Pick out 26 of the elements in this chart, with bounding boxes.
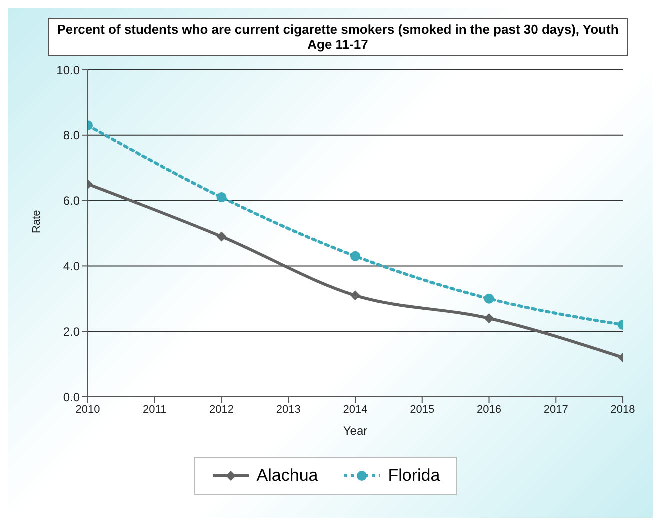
y-tick-label: 4.0 xyxy=(63,259,80,274)
chart-title: Percent of students who are current cigarette smokers (smoked in the past 30 days), Youth Age 11-17 xyxy=(48,18,628,56)
point xyxy=(484,294,494,304)
legend-label: Alachua xyxy=(256,466,318,486)
point xyxy=(350,290,360,301)
y-axis-title: Rate xyxy=(30,210,43,234)
x-tick-label: 2014 xyxy=(343,404,368,416)
y-tick-label: 8.0 xyxy=(63,128,80,143)
point xyxy=(350,251,360,262)
x-tick-label: 2016 xyxy=(477,404,502,416)
x-tick-label: 2013 xyxy=(276,404,301,416)
point xyxy=(484,314,494,324)
x-tick-label: 2012 xyxy=(210,404,234,416)
point xyxy=(216,192,227,203)
x-tick-label: 2018 xyxy=(610,404,636,416)
x-tick-label: 2015 xyxy=(410,404,435,416)
point xyxy=(216,232,227,242)
legend-label: Florida xyxy=(388,466,440,486)
x-axis-title: Year xyxy=(343,424,368,438)
y-tick-label: 10.0 xyxy=(56,63,80,78)
y-tick-label: 6.0 xyxy=(63,194,80,208)
y-tick-label: 0.0 xyxy=(63,390,80,404)
y-tick-label: 2.0 xyxy=(63,324,80,339)
x-tick-label: 2011 xyxy=(143,404,167,416)
x-tick-label: 2010 xyxy=(76,404,100,416)
x-tick-label: 2017 xyxy=(544,404,568,416)
